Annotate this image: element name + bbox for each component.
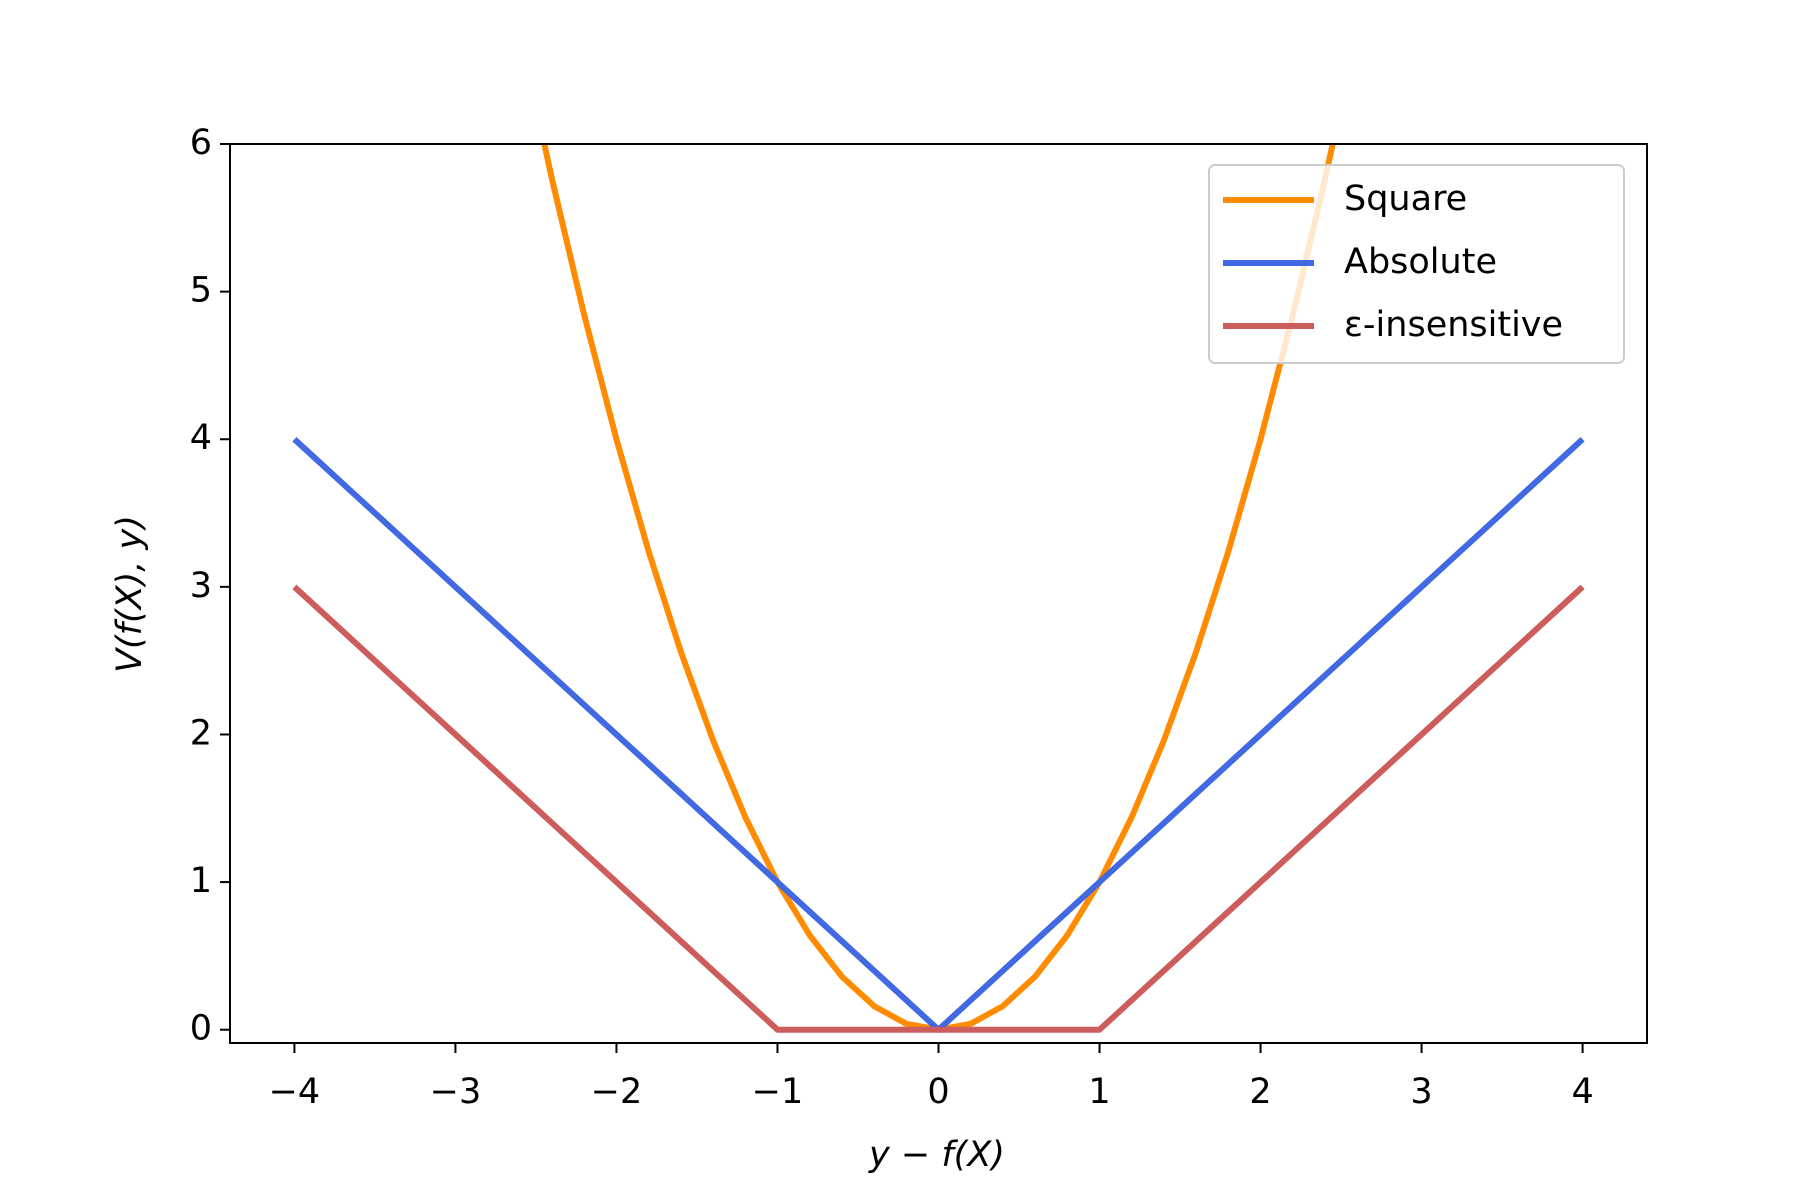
y-tick-label: 0 — [190, 1009, 212, 1049]
plot-area — [292, 144, 1585, 1033]
x-tick-label: −1 — [752, 1072, 804, 1112]
line-series — [541, 144, 1336, 1033]
legend-label: ε-insensitive — [1344, 305, 1563, 345]
y-tick-label: 4 — [190, 418, 212, 458]
legend-box — [1208, 164, 1625, 364]
x-axis-label: y − f(X) — [868, 1135, 1005, 1175]
y-axis-label: V(f(X), y) — [110, 515, 150, 673]
legend-label: Square — [1344, 179, 1467, 219]
x-tick-label: 3 — [1410, 1072, 1432, 1112]
x-tick-label: −4 — [269, 1072, 321, 1112]
y-tick-label: 5 — [190, 271, 212, 311]
y-tick-label: 3 — [190, 566, 212, 606]
x-tick-label: 4 — [1571, 1072, 1593, 1112]
x-tick-label: −2 — [591, 1072, 643, 1112]
y-tick-label: 6 — [190, 123, 212, 163]
y-tick-label: 2 — [190, 713, 212, 753]
legend-label: Absolute — [1344, 242, 1497, 282]
line-series — [292, 584, 1585, 1033]
x-tick-label: −3 — [430, 1072, 482, 1112]
x-tick-label: 2 — [1249, 1072, 1271, 1112]
line-series — [292, 437, 1585, 1033]
y-tick-label: 1 — [190, 861, 212, 901]
x-tick-label: 1 — [1088, 1072, 1110, 1112]
x-tick-label: 0 — [927, 1072, 949, 1112]
